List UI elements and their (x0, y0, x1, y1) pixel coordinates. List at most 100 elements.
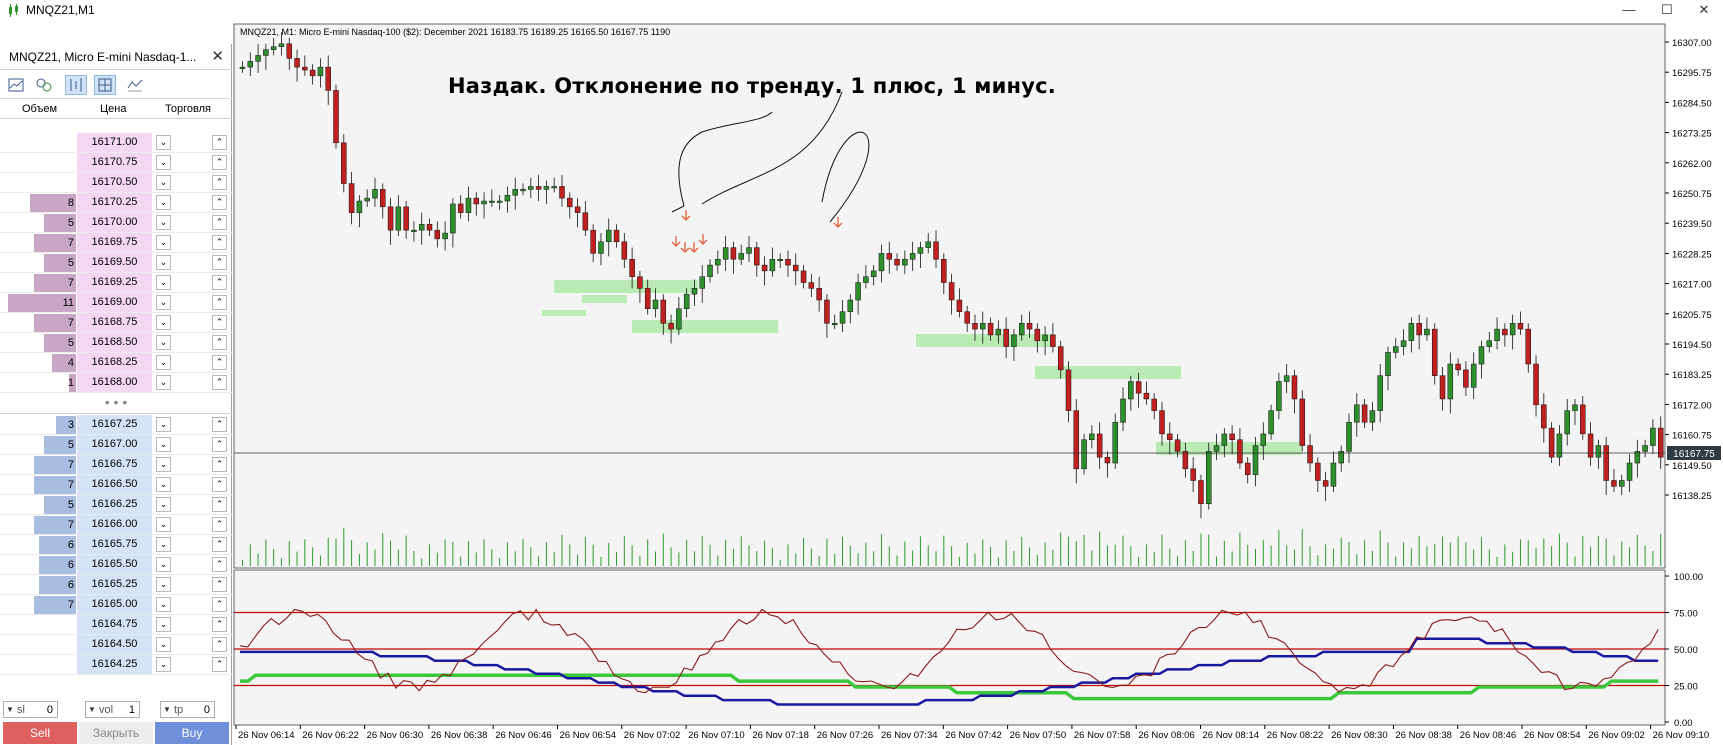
sell-limit-chevron-icon[interactable]: ⌄ (156, 235, 171, 250)
dom-row[interactable]: 5 16170.00 ⌄ ⌃ (0, 213, 232, 233)
buy-limit-chevron-icon[interactable]: ⌃ (212, 457, 227, 472)
dom-row[interactable]: 6 16165.50 ⌄ ⌃ (0, 555, 232, 575)
sell-limit-chevron-icon[interactable]: ⌄ (156, 657, 171, 672)
buy-limit-chevron-icon[interactable]: ⌃ (212, 517, 227, 532)
chevron-down-icon[interactable]: ▼ (6, 705, 14, 714)
candle-body (1377, 375, 1383, 411)
close-icon[interactable]: ✕ (211, 48, 224, 65)
dom-row[interactable]: 1 16168.00 ⌄ ⌃ (0, 373, 232, 393)
sell-limit-chevron-icon[interactable]: ⌄ (156, 517, 171, 532)
maximize-button[interactable]: ☐ (1661, 2, 1673, 17)
dom-row[interactable]: 6 16165.75 ⌄ ⌃ (0, 535, 232, 555)
dom-row[interactable]: 16164.25 ⌄ ⌃ (0, 655, 232, 675)
dom-row[interactable]: 8 16170.25 ⌄ ⌃ (0, 193, 232, 213)
buy-limit-chevron-icon[interactable]: ⌃ (212, 155, 227, 170)
sell-limit-chevron-icon[interactable]: ⌄ (156, 437, 171, 452)
buy-limit-chevron-icon[interactable]: ⌃ (212, 355, 227, 370)
sell-limit-chevron-icon[interactable]: ⌄ (156, 355, 171, 370)
sell-limit-chevron-icon[interactable]: ⌄ (156, 637, 171, 652)
dom-row[interactable]: 11 16169.00 ⌄ ⌃ (0, 293, 232, 313)
dom-row[interactable]: 5 16169.50 ⌄ ⌃ (0, 253, 232, 273)
buy-limit-chevron-icon[interactable]: ⌃ (212, 437, 227, 452)
buy-limit-chevron-icon[interactable]: ⌃ (212, 497, 227, 512)
depth-icon[interactable] (65, 75, 87, 95)
buy-limit-chevron-icon[interactable]: ⌃ (212, 417, 227, 432)
sell-limit-chevron-icon[interactable]: ⌄ (156, 457, 171, 472)
sell-limit-chevron-icon[interactable]: ⌄ (156, 255, 171, 270)
buy-limit-chevron-icon[interactable]: ⌃ (212, 375, 227, 390)
sell-limit-chevron-icon[interactable]: ⌄ (156, 195, 171, 210)
stop-loss-stepper[interactable]: ▼ sl 0 (3, 701, 58, 718)
dom-row[interactable]: 4 16168.25 ⌄ ⌃ (0, 353, 232, 373)
buy-limit-chevron-icon[interactable]: ⌃ (212, 597, 227, 612)
buy-limit-chevron-icon[interactable]: ⌃ (212, 175, 227, 190)
sell-limit-chevron-icon[interactable]: ⌄ (156, 315, 171, 330)
buy-limit-chevron-icon[interactable]: ⌃ (212, 617, 227, 632)
buy-button[interactable]: Buy (155, 722, 229, 744)
sell-limit-chevron-icon[interactable]: ⌄ (156, 155, 171, 170)
sell-limit-chevron-icon[interactable]: ⌄ (156, 335, 171, 350)
sell-limit-chevron-icon[interactable]: ⌄ (156, 477, 171, 492)
buy-limit-chevron-icon[interactable]: ⌃ (212, 215, 227, 230)
ticks-icon[interactable] (33, 75, 55, 95)
dom-row[interactable]: 7 16166.00 ⌄ ⌃ (0, 515, 232, 535)
sell-limit-chevron-icon[interactable]: ⌄ (156, 497, 171, 512)
buy-limit-chevron-icon[interactable]: ⌃ (212, 577, 227, 592)
price-chart[interactable]: 16307.00 16295.75 16284.50 16273.25 16262.00… (232, 22, 1723, 745)
dom-row[interactable]: 16170.50 ⌄ ⌃ (0, 173, 232, 193)
buy-limit-chevron-icon[interactable]: ⌃ (212, 235, 227, 250)
dom-row[interactable]: 5 16168.50 ⌄ ⌃ (0, 333, 232, 353)
close-position-button[interactable]: Закрыть (79, 722, 153, 744)
last-price-label: 16167.75 (1667, 446, 1721, 460)
chart-icon[interactable] (5, 75, 27, 95)
dom-row[interactable]: 7 16169.75 ⌄ ⌃ (0, 233, 232, 253)
buy-limit-chevron-icon[interactable]: ⌃ (212, 537, 227, 552)
buy-limit-chevron-icon[interactable]: ⌃ (212, 255, 227, 270)
dom-row[interactable]: 16170.75 ⌄ ⌃ (0, 153, 232, 173)
sell-limit-chevron-icon[interactable]: ⌄ (156, 215, 171, 230)
dom-row[interactable]: 16171.00 ⌄ ⌃ (0, 133, 232, 153)
buy-limit-chevron-icon[interactable]: ⌃ (212, 335, 227, 350)
sell-limit-chevron-icon[interactable]: ⌄ (156, 537, 171, 552)
buy-limit-chevron-icon[interactable]: ⌃ (212, 295, 227, 310)
buy-limit-chevron-icon[interactable]: ⌃ (212, 275, 227, 290)
close-window-button[interactable]: ✕ (1698, 2, 1710, 17)
chevron-down-icon[interactable]: ▼ (88, 705, 96, 714)
dom-row[interactable]: 7 16169.25 ⌄ ⌃ (0, 273, 232, 293)
chevron-down-icon[interactable]: ▼ (163, 705, 171, 714)
dom-row[interactable]: 7 16166.75 ⌄ ⌃ (0, 455, 232, 475)
buy-limit-chevron-icon[interactable]: ⌃ (212, 315, 227, 330)
dom-row[interactable]: 16164.50 ⌄ ⌃ (0, 635, 232, 655)
buy-limit-chevron-icon[interactable]: ⌃ (212, 657, 227, 672)
sell-limit-chevron-icon[interactable]: ⌄ (156, 135, 171, 150)
buy-limit-chevron-icon[interactable]: ⌃ (212, 477, 227, 492)
sell-limit-chevron-icon[interactable]: ⌄ (156, 175, 171, 190)
dom-row[interactable]: 16164.75 ⌄ ⌃ (0, 615, 232, 635)
columns-icon[interactable] (94, 75, 116, 95)
sell-limit-chevron-icon[interactable]: ⌄ (156, 597, 171, 612)
dom-row[interactable]: 5 16167.00 ⌄ ⌃ (0, 435, 232, 455)
volume-stepper[interactable]: ▼ vol 1 (85, 701, 140, 718)
sell-button[interactable]: Sell (3, 722, 77, 744)
buy-limit-chevron-icon[interactable]: ⌃ (212, 637, 227, 652)
buy-limit-chevron-icon[interactable]: ⌃ (212, 135, 227, 150)
dom-row[interactable]: 7 16168.75 ⌄ ⌃ (0, 313, 232, 333)
sell-limit-chevron-icon[interactable]: ⌄ (156, 577, 171, 592)
take-profit-stepper[interactable]: ▼ tp 0 (160, 701, 215, 718)
dom-row[interactable]: 6 16165.25 ⌄ ⌃ (0, 575, 232, 595)
dom-row[interactable]: 5 16166.25 ⌄ ⌃ (0, 495, 232, 515)
sell-limit-chevron-icon[interactable]: ⌄ (156, 275, 171, 290)
candle-body (1244, 462, 1251, 475)
sell-limit-chevron-icon[interactable]: ⌄ (156, 617, 171, 632)
sell-limit-chevron-icon[interactable]: ⌄ (156, 295, 171, 310)
sell-limit-chevron-icon[interactable]: ⌄ (156, 417, 171, 432)
dom-row[interactable]: 7 16166.50 ⌄ ⌃ (0, 475, 232, 495)
buy-limit-chevron-icon[interactable]: ⌃ (212, 195, 227, 210)
sell-limit-chevron-icon[interactable]: ⌄ (156, 375, 171, 390)
dom-row[interactable]: 7 16165.00 ⌄ ⌃ (0, 595, 232, 615)
dom-row[interactable]: 3 16167.25 ⌄ ⌃ (0, 415, 232, 435)
settings-icon[interactable] (124, 75, 146, 95)
minimize-button[interactable]: — (1622, 2, 1636, 17)
buy-limit-chevron-icon[interactable]: ⌃ (212, 557, 227, 572)
sell-limit-chevron-icon[interactable]: ⌄ (156, 557, 171, 572)
